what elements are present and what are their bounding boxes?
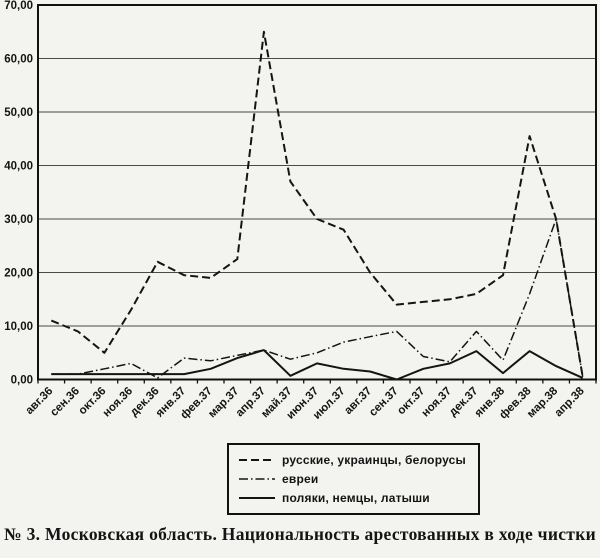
- y-axis-label: 40,00: [4, 161, 33, 173]
- legend-line-sample-dash-dot: [239, 477, 275, 480]
- series-line-2: [51, 349, 584, 381]
- legend-label: русские, украинцы, белорусы: [282, 452, 466, 467]
- x-axis-label: апр.38: [553, 385, 588, 420]
- legend-item: евреи: [239, 469, 466, 488]
- series-line-0: [50, 30, 584, 377]
- y-axis-label: 60,00: [4, 54, 33, 66]
- y-axis-label: 0,00: [11, 375, 33, 387]
- chart-caption: № 3. Московская область. Национальность …: [4, 524, 596, 544]
- x-axis-label: сен.37: [367, 385, 401, 419]
- chart-canvas: 0,00 10,00 20,00 30,00 40,00 50,00 60,00 70,00 а…: [4, 0, 597, 422]
- x-axis-label: ноя.37: [420, 385, 454, 419]
- y-axis-label: 30,00: [4, 214, 33, 226]
- legend-label: евреи: [282, 471, 319, 486]
- series-line-1: [51, 218, 584, 379]
- y-axis-label: 20,00: [4, 268, 33, 280]
- x-axis-label: ноя.36: [101, 385, 135, 419]
- legend-item: русские, украинцы, белорусы: [239, 450, 466, 469]
- legend-line-sample-solid: [239, 496, 275, 499]
- chart-legend: русские, украинцы, белорусы евреи поляки, …: [227, 443, 480, 515]
- legend-line-sample-dashed: [239, 458, 275, 461]
- legend-label: поляки, немцы, латыши: [282, 490, 430, 505]
- x-axis-label: мар.38: [525, 385, 561, 421]
- y-axis-label: 10,00: [4, 321, 33, 333]
- legend-item: поляки, немцы, латыши: [239, 488, 466, 507]
- line-chart: 0,00 10,00 20,00 30,00 40,00 50,00 60,00 70,00 а…: [4, 0, 597, 422]
- x-axis-label: сен.36: [48, 385, 82, 419]
- plot-frame: [37, 4, 597, 381]
- y-axis-label: 70,00: [4, 0, 33, 12]
- y-axis-label: 50,00: [4, 107, 33, 119]
